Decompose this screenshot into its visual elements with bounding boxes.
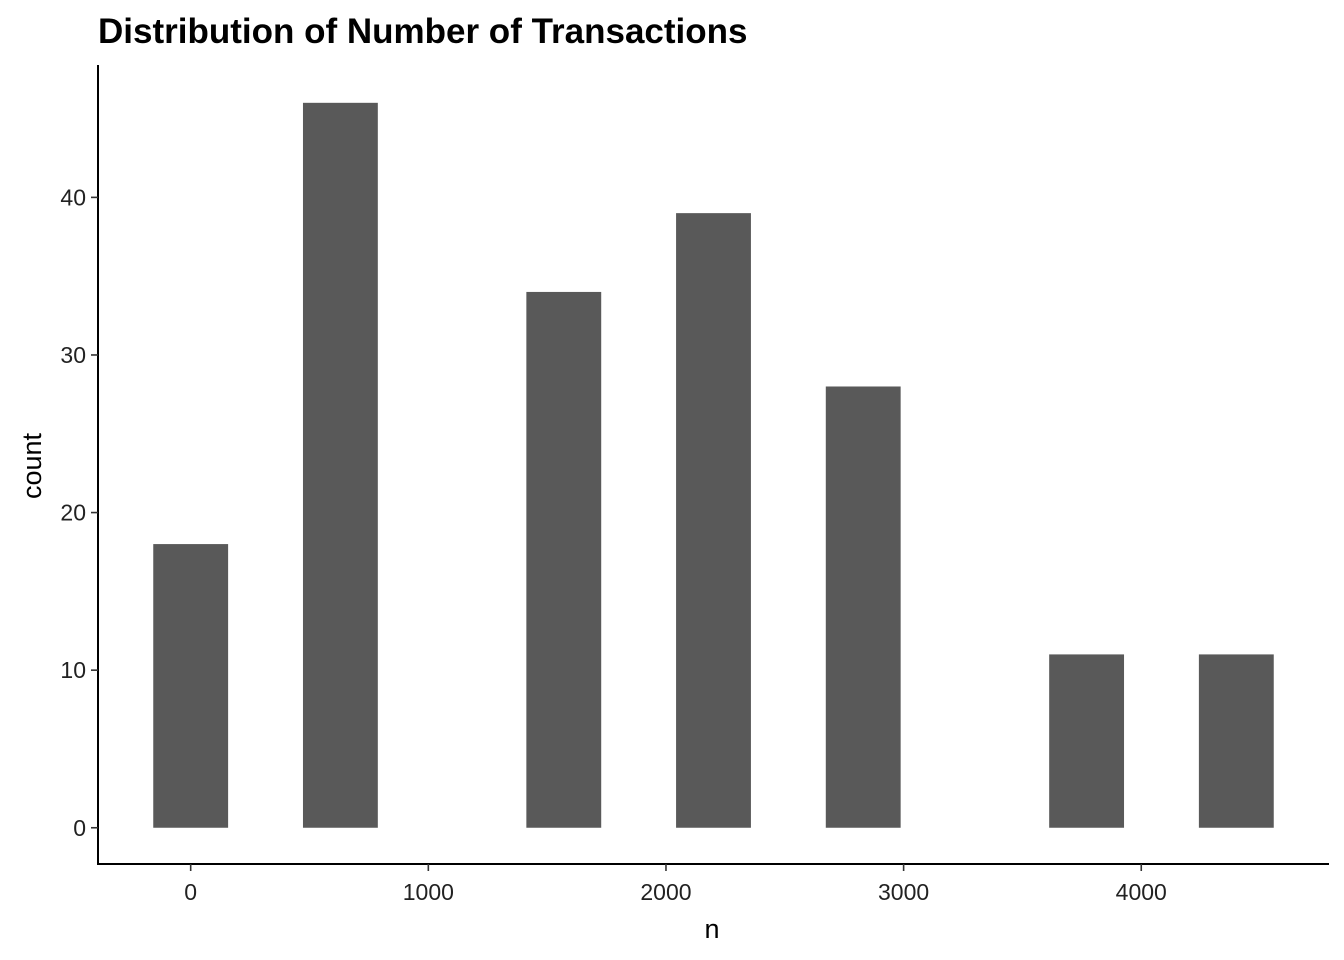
histogram-bar xyxy=(825,386,901,828)
x-tick-label: 1000 xyxy=(403,879,454,905)
bars-group xyxy=(153,102,1274,828)
y-tick-label: 0 xyxy=(73,815,86,841)
histogram-bar xyxy=(676,213,751,828)
y-axis-title: count xyxy=(17,432,47,499)
histogram-bar xyxy=(1049,654,1125,828)
x-tick-label: 4000 xyxy=(1116,879,1167,905)
y-tick-label: 20 xyxy=(60,500,86,526)
x-tick-label: 2000 xyxy=(640,879,691,905)
y-tick-label: 30 xyxy=(60,342,86,368)
x-axis-ticks: 0 1000 2000 3000 4000 xyxy=(184,864,1167,905)
x-tick-label: 3000 xyxy=(878,879,929,905)
x-tick-label: 0 xyxy=(184,879,197,905)
histogram-bar xyxy=(1198,654,1274,828)
histogram-bar xyxy=(526,291,602,828)
x-axis-title: n xyxy=(704,914,719,944)
chart-title: Distribution of Number of Transactions xyxy=(98,12,747,51)
y-tick-label: 40 xyxy=(60,184,86,210)
y-axis-ticks: 0 10 20 30 40 xyxy=(60,184,98,841)
y-tick-label: 10 xyxy=(60,657,86,683)
histogram-bar xyxy=(153,544,229,828)
histogram-bar xyxy=(302,102,378,828)
